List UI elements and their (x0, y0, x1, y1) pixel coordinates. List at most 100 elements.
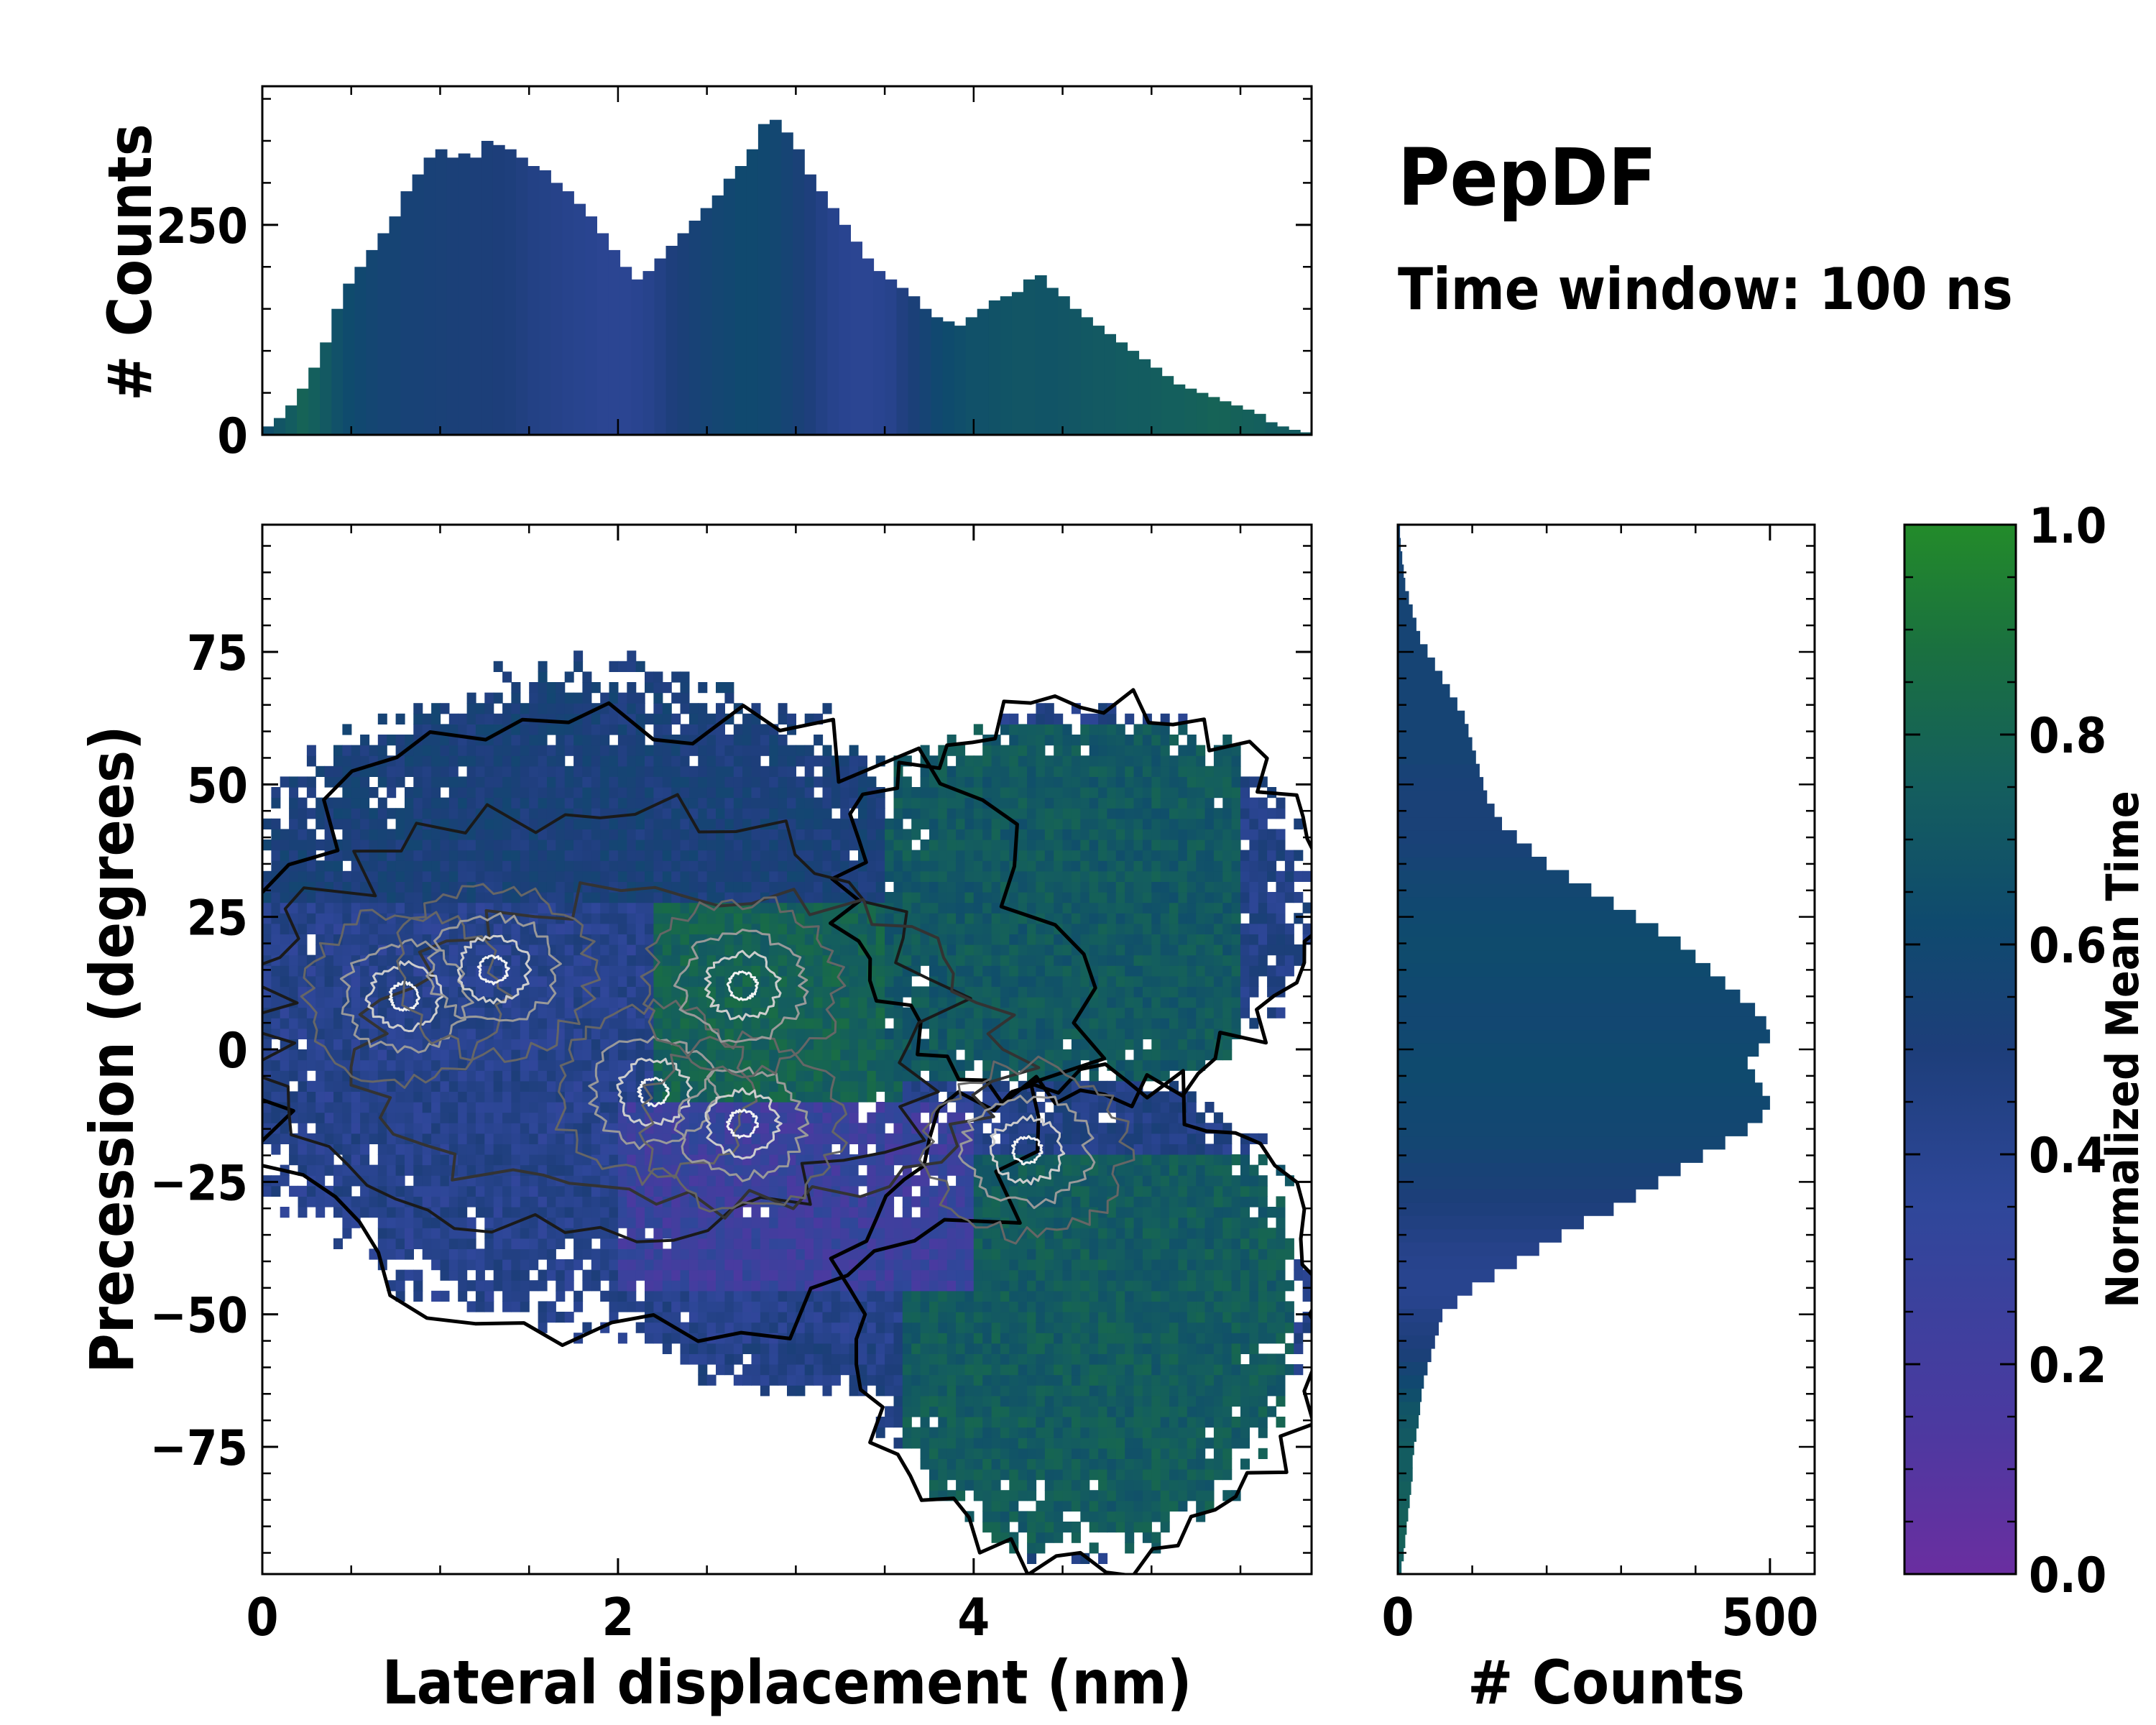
heatmap-cell (787, 934, 796, 945)
heatmap-cell (600, 1269, 610, 1281)
heatmap-cell (1018, 1322, 1028, 1333)
heatmap-cell (484, 1290, 494, 1302)
heatmap-cell (849, 1374, 859, 1386)
heatmap-cell (742, 870, 752, 882)
heatmap-cell (609, 1154, 619, 1166)
heatmap-cell (511, 954, 521, 966)
heatmap-cell (582, 1185, 592, 1197)
heatmap-cell (289, 1018, 299, 1029)
heatmap-cell (724, 1196, 734, 1208)
heatmap-cell (902, 1028, 912, 1039)
heatmap-cell (1018, 986, 1028, 998)
heatmap-cell (885, 1343, 895, 1354)
heatmap-cell (493, 776, 503, 788)
heatmap-cell (1000, 1080, 1010, 1092)
heatmap-cell (733, 1322, 743, 1333)
heatmap-cell (556, 986, 566, 998)
heatmap-cell (991, 1458, 1001, 1470)
heatmap-cell (556, 1007, 566, 1018)
heatmap-cell (706, 1091, 717, 1103)
heatmap-cell (369, 913, 379, 924)
heatmap-cell (858, 829, 867, 840)
heatmap-cell (849, 965, 859, 977)
heatmap-cell (520, 1018, 530, 1029)
heatmap-cell (617, 1112, 627, 1123)
heatmap-cell (511, 735, 521, 746)
heatmap-cell (475, 1091, 485, 1103)
heatmap-cell (769, 1154, 779, 1166)
heatmap-cell (502, 840, 512, 851)
heatmap-cell (458, 850, 468, 861)
heatmap-cell (333, 965, 343, 977)
heatmap-cell (760, 1248, 770, 1260)
heatmap-cell (564, 1102, 574, 1113)
heatmap-cell (946, 1438, 957, 1449)
heatmap-cell (822, 1217, 832, 1228)
heatmap-cell (529, 892, 539, 903)
heatmap-cell (289, 1028, 299, 1039)
heatmap-cell (858, 881, 867, 893)
heatmap-cell (609, 1290, 619, 1302)
heatmap-cell (315, 1123, 326, 1134)
heatmap-cell (724, 850, 734, 861)
heatmap-cell (564, 1112, 574, 1123)
heatmap-cell (573, 1259, 584, 1271)
heatmap-cell (902, 934, 912, 945)
heatmap-cell (902, 954, 912, 966)
heatmap-cell (698, 913, 708, 924)
heatmap-cell (617, 840, 627, 851)
heatmap-cell (822, 986, 832, 998)
heatmap-cell (875, 1374, 885, 1386)
heatmap-cell (262, 870, 272, 882)
heatmap-cell (698, 944, 708, 956)
heatmap-cell (502, 870, 512, 882)
heatmap-cell (431, 703, 441, 714)
heatmap-cell (893, 1343, 903, 1354)
heatmap-cell (262, 892, 272, 903)
heatmap-cell (804, 1018, 814, 1029)
heatmap-cell (387, 923, 397, 934)
heatmap-cell (298, 776, 308, 788)
heatmap-cell (600, 1259, 610, 1271)
heatmap-cell (520, 808, 530, 819)
heatmap-cell (502, 735, 512, 746)
heatmap-cell (956, 1007, 966, 1018)
heatmap-cell (458, 1269, 468, 1281)
heatmap-cell (289, 1185, 299, 1197)
heatmap-cell (298, 1144, 308, 1155)
heatmap-cell (973, 1185, 983, 1197)
heatmap-cell (814, 1259, 824, 1271)
heatmap-cell (885, 1280, 895, 1292)
heatmap-cell (493, 745, 503, 756)
heatmap-cell (653, 755, 663, 767)
heatmap-cell (733, 818, 743, 829)
heatmap-cell (306, 1028, 316, 1039)
heatmap-cell (742, 975, 752, 987)
heatmap-cell (448, 776, 459, 788)
heatmap-cell (778, 1280, 788, 1292)
heatmap-cell (546, 1018, 556, 1029)
heatmap-cell (1000, 776, 1010, 788)
heatmap-cell (698, 713, 708, 724)
heatmap-cell (600, 1248, 610, 1260)
heatmap-cell (724, 944, 734, 956)
heatmap-cell (724, 1269, 734, 1281)
heatmap-cell (991, 923, 1001, 934)
heatmap-cell (635, 934, 645, 945)
heatmap-cell (778, 797, 788, 809)
heatmap-cell (893, 1280, 903, 1292)
heatmap-cell (822, 1290, 832, 1302)
heatmap-cell (1009, 724, 1019, 735)
heatmap-cell (662, 1007, 672, 1018)
heatmap-cell (405, 881, 414, 893)
heatmap-cell (395, 776, 405, 788)
heatmap-cell (645, 1322, 654, 1333)
heatmap-cell (627, 818, 637, 829)
heatmap-cell (306, 840, 316, 851)
heatmap-cell (982, 1207, 992, 1218)
heatmap-cell (716, 1301, 725, 1312)
heatmap-cell (1027, 1312, 1037, 1323)
heatmap-cell (867, 840, 877, 851)
heatmap-cell (609, 944, 619, 956)
heatmap-cell (1027, 1333, 1037, 1344)
